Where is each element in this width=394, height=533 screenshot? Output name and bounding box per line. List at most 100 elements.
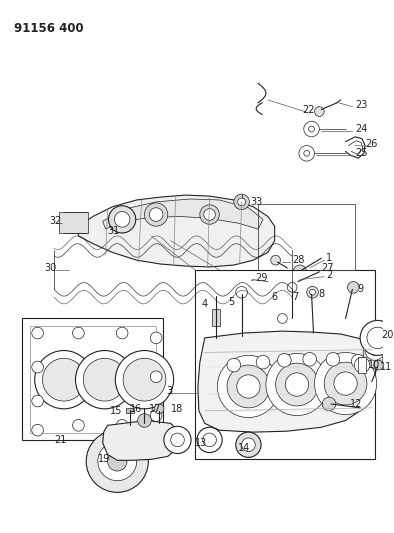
Circle shape xyxy=(150,332,162,344)
Circle shape xyxy=(234,194,249,209)
Circle shape xyxy=(145,203,168,226)
Circle shape xyxy=(360,320,394,356)
Circle shape xyxy=(370,346,379,356)
Circle shape xyxy=(108,451,127,471)
Circle shape xyxy=(227,358,241,372)
Circle shape xyxy=(108,206,136,233)
Text: 11: 11 xyxy=(379,362,392,372)
Polygon shape xyxy=(363,333,385,369)
Circle shape xyxy=(116,419,128,431)
Text: 27: 27 xyxy=(321,263,334,273)
Circle shape xyxy=(154,404,164,414)
Text: 26: 26 xyxy=(365,139,377,149)
Circle shape xyxy=(303,352,316,366)
Text: 91156 400: 91156 400 xyxy=(14,22,84,36)
Circle shape xyxy=(43,358,85,401)
Text: 28: 28 xyxy=(292,255,305,265)
Text: 18: 18 xyxy=(171,404,183,414)
Text: 2: 2 xyxy=(326,270,333,280)
Polygon shape xyxy=(78,195,275,267)
Circle shape xyxy=(203,433,216,447)
Circle shape xyxy=(293,265,307,279)
Bar xyxy=(59,212,88,233)
Circle shape xyxy=(32,424,43,436)
Circle shape xyxy=(266,353,328,416)
Circle shape xyxy=(334,372,357,395)
Circle shape xyxy=(290,278,302,289)
Circle shape xyxy=(276,363,318,406)
Circle shape xyxy=(237,375,260,398)
Circle shape xyxy=(236,286,247,298)
Circle shape xyxy=(72,327,84,339)
Circle shape xyxy=(314,107,324,116)
Text: 1: 1 xyxy=(326,253,332,263)
Circle shape xyxy=(256,356,270,369)
Text: 17: 17 xyxy=(149,404,162,414)
Text: 14: 14 xyxy=(238,443,250,453)
Circle shape xyxy=(314,352,377,415)
Circle shape xyxy=(138,414,151,427)
Text: 15: 15 xyxy=(110,406,122,416)
Text: 23: 23 xyxy=(355,100,368,110)
Circle shape xyxy=(271,255,281,265)
Bar xyxy=(258,204,355,301)
Circle shape xyxy=(32,327,43,339)
Text: 19: 19 xyxy=(98,454,110,464)
Circle shape xyxy=(83,358,126,401)
Bar xyxy=(358,357,366,373)
Circle shape xyxy=(197,427,222,453)
Circle shape xyxy=(150,410,162,422)
Bar xyxy=(126,408,134,413)
Circle shape xyxy=(287,282,297,292)
Text: 22: 22 xyxy=(302,104,314,115)
Circle shape xyxy=(164,426,191,454)
Circle shape xyxy=(116,327,128,339)
Circle shape xyxy=(86,430,149,492)
Polygon shape xyxy=(198,331,373,432)
Text: 29: 29 xyxy=(255,273,268,282)
Circle shape xyxy=(217,356,279,417)
Text: 24: 24 xyxy=(355,124,368,134)
Polygon shape xyxy=(103,421,178,461)
Polygon shape xyxy=(103,199,263,229)
Text: 4: 4 xyxy=(202,299,208,309)
Text: 5: 5 xyxy=(228,297,234,307)
Text: 13: 13 xyxy=(195,438,207,448)
Circle shape xyxy=(304,122,320,137)
Circle shape xyxy=(351,354,365,368)
Circle shape xyxy=(354,357,370,373)
Circle shape xyxy=(171,433,184,447)
Text: 33: 33 xyxy=(250,197,263,207)
Circle shape xyxy=(123,358,166,401)
Circle shape xyxy=(304,150,310,156)
Circle shape xyxy=(367,327,388,349)
Circle shape xyxy=(277,313,287,324)
Text: 20: 20 xyxy=(381,330,394,340)
Circle shape xyxy=(309,126,314,132)
Circle shape xyxy=(150,371,162,383)
Circle shape xyxy=(32,395,43,407)
Text: 10: 10 xyxy=(368,360,380,370)
Circle shape xyxy=(115,351,174,409)
Circle shape xyxy=(200,205,219,224)
Circle shape xyxy=(365,341,385,360)
Circle shape xyxy=(322,397,336,411)
Circle shape xyxy=(149,208,163,221)
Circle shape xyxy=(236,432,261,457)
Text: 6: 6 xyxy=(272,292,278,302)
Circle shape xyxy=(299,146,314,161)
Circle shape xyxy=(35,351,93,409)
Text: 30: 30 xyxy=(45,263,57,273)
Text: 7: 7 xyxy=(292,292,298,302)
Text: 3: 3 xyxy=(166,386,172,397)
Circle shape xyxy=(285,373,309,396)
Circle shape xyxy=(374,360,383,370)
Circle shape xyxy=(204,209,216,220)
Circle shape xyxy=(32,361,43,373)
Circle shape xyxy=(324,362,367,405)
Text: 12: 12 xyxy=(350,399,363,409)
Text: 31: 31 xyxy=(108,226,120,236)
Circle shape xyxy=(227,365,270,408)
Circle shape xyxy=(310,289,316,295)
Circle shape xyxy=(114,212,130,227)
